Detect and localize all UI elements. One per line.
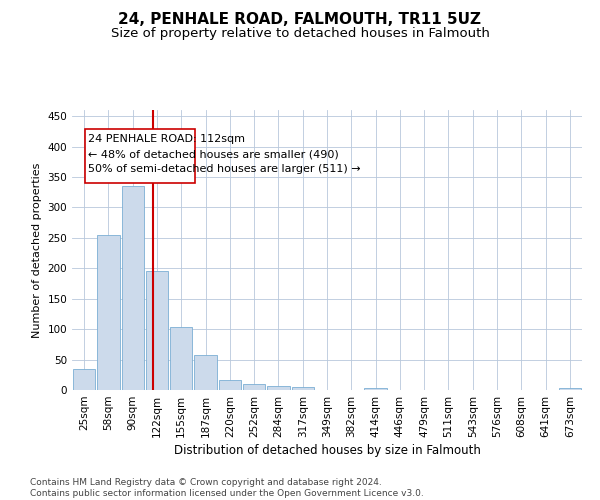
Bar: [170, 328, 193, 390]
Bar: [73, 368, 95, 390]
Bar: [243, 384, 265, 390]
Text: 24, PENHALE ROAD, FALMOUTH, TR11 5UZ: 24, PENHALE ROAD, FALMOUTH, TR11 5UZ: [119, 12, 482, 28]
Bar: [97, 235, 119, 390]
Bar: [122, 186, 144, 390]
X-axis label: Distribution of detached houses by size in Falmouth: Distribution of detached houses by size …: [173, 444, 481, 457]
Y-axis label: Number of detached properties: Number of detached properties: [32, 162, 42, 338]
FancyBboxPatch shape: [85, 130, 194, 183]
Bar: [146, 270, 168, 390]
Bar: [267, 386, 290, 390]
Text: Contains HM Land Registry data © Crown copyright and database right 2024.
Contai: Contains HM Land Registry data © Crown c…: [30, 478, 424, 498]
Text: Size of property relative to detached houses in Falmouth: Size of property relative to detached ho…: [110, 28, 490, 40]
Bar: [194, 356, 217, 390]
Bar: [218, 380, 241, 390]
Bar: [292, 387, 314, 390]
Bar: [364, 388, 387, 390]
Bar: [559, 388, 581, 390]
Text: 24 PENHALE ROAD: 112sqm
← 48% of detached houses are smaller (490)
50% of semi-d: 24 PENHALE ROAD: 112sqm ← 48% of detache…: [88, 134, 361, 174]
